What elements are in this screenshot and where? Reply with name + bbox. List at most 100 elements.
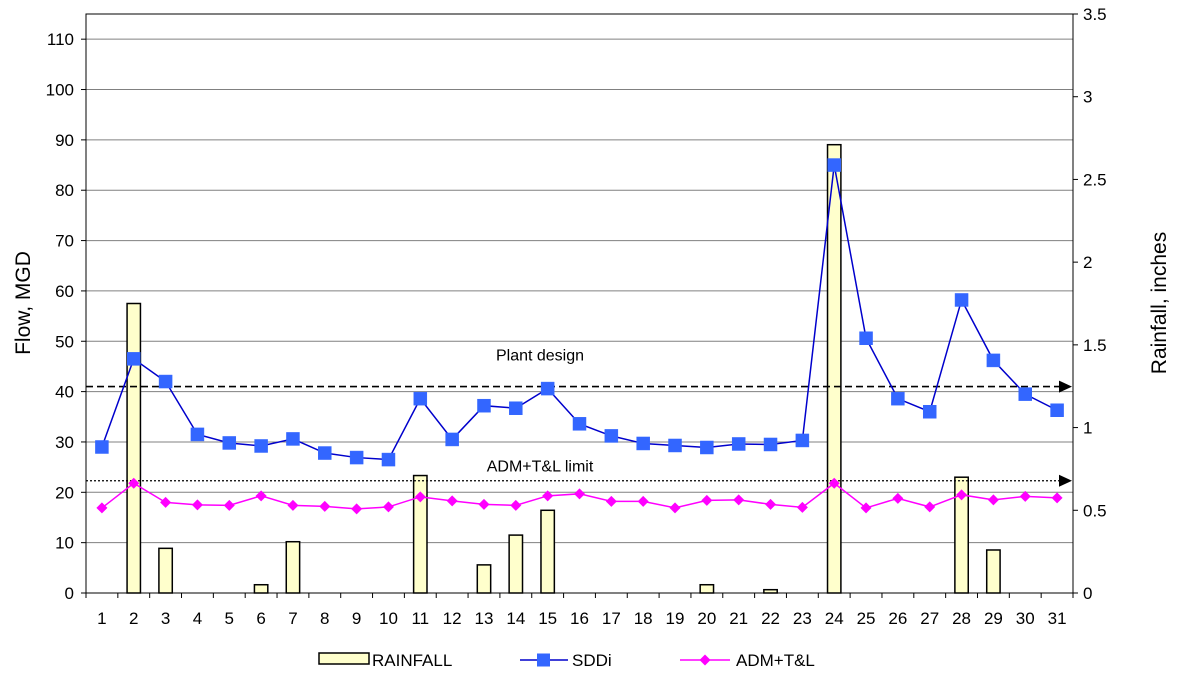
sddi-point: [381, 452, 396, 467]
adm-point: [892, 492, 904, 504]
x-tick-label: 31: [1048, 609, 1067, 628]
adm-point: [128, 477, 140, 489]
x-tick-label: 15: [538, 609, 557, 628]
adm-point: [478, 498, 490, 510]
sddi-point: [349, 450, 364, 465]
rainfall-bar: [158, 547, 174, 594]
x-tick-label: 11: [411, 609, 429, 628]
sddi-point: [445, 432, 459, 447]
series-lines: [101, 164, 1058, 510]
y2-tick-label: 2.5: [1083, 170, 1107, 189]
rainfall-bars: [126, 143, 1001, 594]
sddi-point: [158, 374, 173, 389]
rainfall-bar: [285, 540, 301, 594]
legend-label-sddi: SDDi: [572, 651, 612, 670]
reference-lines: Plant design ADM+T&L limit: [86, 348, 1072, 487]
legend-swatch-rainfall: [318, 652, 370, 665]
legend: RAINFALL SDDi ADM+T&L: [318, 651, 815, 670]
sddi-point: [763, 437, 778, 452]
y-tick-label: 0: [65, 584, 74, 603]
plot-area-frame: [85, 13, 1074, 594]
y-tick-label: 40: [55, 383, 74, 402]
axes: 010203040506070809010011000.511.522.533.…: [46, 5, 1107, 628]
adm-point: [223, 499, 235, 511]
x-tick-label: 14: [506, 609, 525, 628]
sddi-point: [222, 436, 237, 450]
adm-point: [96, 502, 108, 514]
y-tick-label: 70: [55, 232, 74, 251]
adm-point: [160, 496, 172, 508]
reference-line-label: ADM+T&L limit: [487, 459, 594, 476]
x-tick-label: 29: [984, 609, 1003, 628]
adm-point: [446, 495, 458, 507]
sddi-point: [954, 293, 969, 307]
rainfall-bar: [699, 583, 715, 594]
sddi-point: [572, 417, 587, 431]
legend-marker-adm: [699, 654, 711, 666]
x-tick-label: 7: [288, 609, 297, 628]
y-tick-label: 50: [55, 332, 74, 351]
y2-tick-label: 1.5: [1083, 336, 1107, 355]
rainfall-bar: [508, 534, 524, 594]
sddi-point: [1018, 387, 1032, 401]
x-tick-label: 6: [256, 609, 265, 628]
y2-tick-label: 0.5: [1083, 501, 1107, 520]
sddi-point: [922, 404, 937, 419]
x-tick-label: 28: [952, 609, 971, 628]
x-tick-label: 25: [857, 609, 876, 628]
rainfall-bar: [476, 564, 492, 594]
adm-point: [287, 499, 299, 511]
sddi-point: [540, 381, 555, 396]
adm-point: [382, 501, 394, 513]
x-tick-label: 20: [697, 609, 716, 628]
adm-point: [1051, 492, 1063, 504]
adm-point: [669, 502, 681, 514]
sddi-point: [318, 446, 332, 460]
legend-marker-sddi: [537, 653, 550, 667]
sddi-point: [509, 401, 523, 415]
x-tick-label: 22: [761, 609, 780, 628]
sddi-point: [859, 331, 873, 345]
x-tick-label: 26: [888, 609, 907, 628]
y-tick-label: 100: [46, 81, 74, 100]
sddi-point: [636, 436, 650, 451]
series-markers: [95, 158, 1064, 515]
y2-tick-label: 2: [1083, 253, 1092, 272]
x-tick-label: 21: [729, 609, 748, 628]
adm-point: [796, 501, 808, 513]
sddi-point: [413, 391, 428, 406]
sddi-point: [986, 353, 1001, 368]
y-tick-label: 10: [55, 534, 74, 553]
rainfall-bar: [126, 302, 142, 594]
y2-tick-label: 1: [1083, 419, 1092, 438]
x-tick-label: 9: [352, 609, 361, 628]
adm-point: [701, 494, 713, 506]
sddi-point: [190, 427, 205, 442]
adm-point: [765, 498, 777, 510]
y-tick-label: 110: [47, 30, 74, 49]
x-tick-label: 3: [161, 609, 170, 628]
y-tick-label: 20: [55, 483, 74, 502]
adm-point: [605, 495, 617, 507]
y-tick-label: 90: [55, 131, 74, 150]
gridlines: [86, 38, 1073, 544]
x-tick-label: 24: [825, 609, 844, 628]
x-tick-label: 16: [570, 609, 589, 628]
adm-point: [414, 491, 426, 503]
sddi-point: [668, 438, 682, 453]
y2-tick-label: 0: [1083, 584, 1092, 603]
x-tick-label: 18: [634, 609, 653, 628]
adm-point: [637, 495, 649, 507]
y-tick-label: 60: [55, 282, 74, 301]
sddi-point: [795, 433, 810, 448]
sddi-point: [731, 437, 746, 451]
x-tick-label: 17: [602, 609, 621, 628]
adm-point: [510, 499, 522, 511]
series-line: [101, 164, 1058, 461]
sddi-point: [827, 158, 841, 172]
legend-label-rainfall: RAINFALL: [372, 651, 452, 670]
adm-point: [255, 490, 267, 502]
rainfall-bar: [540, 509, 556, 594]
adm-point: [1019, 490, 1031, 502]
